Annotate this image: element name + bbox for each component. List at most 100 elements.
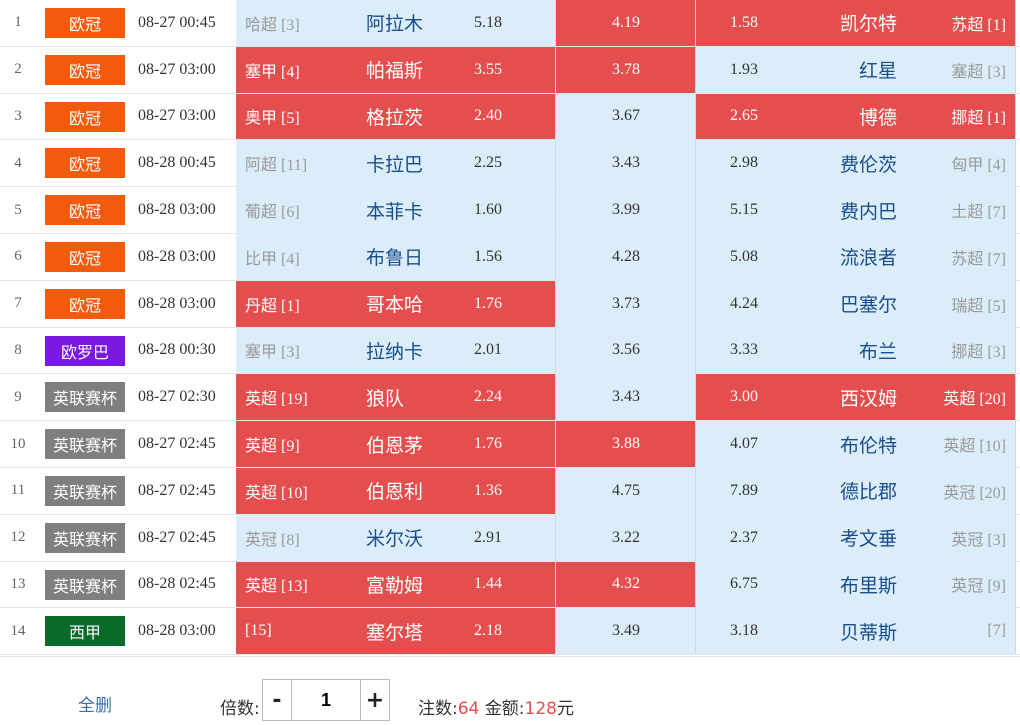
- away-odd: 3.00: [730, 388, 758, 406]
- away-win-option[interactable]: 6.75 布里斯 英冠 [9]: [696, 561, 1016, 608]
- draw-odd: 3.56: [612, 341, 640, 359]
- draw-option[interactable]: 3.56: [556, 327, 696, 374]
- multiplier-input[interactable]: [292, 679, 360, 721]
- match-time: 08-28 00:45: [138, 154, 216, 172]
- away-team-name: 流浪者: [839, 247, 897, 270]
- match-time: 08-27 00:45: [138, 13, 216, 31]
- draw-option[interactable]: 4.28: [556, 233, 696, 280]
- away-win-option[interactable]: 4.07 布伦特 英超 [10]: [696, 421, 1016, 467]
- home-odd: 2.91: [474, 528, 502, 546]
- home-win-option[interactable]: 英超 [10] 伯恩利 1.36: [236, 467, 556, 514]
- match-index: 2: [14, 61, 22, 78]
- home-win-option[interactable]: 丹超 [1] 哥本哈 1.76: [236, 280, 556, 327]
- away-win-option[interactable]: 4.24 巴塞尔 瑞超 [5]: [696, 280, 1016, 327]
- away-win-option[interactable]: 2.98 费伦茨 匈甲 [4]: [696, 140, 1016, 187]
- draw-odd: 4.28: [612, 247, 640, 265]
- draw-option[interactable]: 3.49: [556, 608, 696, 655]
- home-win-option[interactable]: 哈超 [3] 阿拉木 5.18: [236, 0, 556, 46]
- draw-option[interactable]: 3.22: [556, 514, 696, 561]
- match-row: 1 欧冠 08-27 00:45 哈超 [3] 阿拉木 5.18 4.19 1.58 凯尔特 苏超…: [0, 0, 1020, 47]
- home-win-option[interactable]: 奥甲 [5] 格拉茨 2.40: [236, 93, 556, 140]
- home-win-option[interactable]: 英超 [19] 狼队 2.24: [236, 374, 556, 421]
- match-time: 08-28 03:00: [138, 294, 216, 312]
- away-win-option[interactable]: 2.65 博德 挪超 [1]: [696, 93, 1016, 140]
- home-win-option[interactable]: 塞甲 [3] 拉纳卡 2.01: [236, 327, 556, 374]
- away-win-option[interactable]: 3.18 贝蒂斯 [7]: [696, 608, 1016, 655]
- away-team-name: 费伦茨: [839, 153, 897, 176]
- multiplier-stepper: - +: [262, 679, 390, 721]
- home-league-rank: 哈超 [3]: [245, 16, 300, 34]
- draw-option[interactable]: 3.43: [556, 140, 696, 187]
- away-league-rank: 英冠 [20]: [943, 484, 1006, 502]
- away-league-rank: 英超 [10]: [943, 438, 1006, 456]
- match-row: 2 欧冠 08-27 03:00 塞甲 [4] 帕福斯 3.55 3.78 1.93 红星 塞超 …: [0, 46, 1020, 94]
- draw-option[interactable]: 3.78: [556, 46, 696, 93]
- home-win-option[interactable]: 比甲 [4] 布鲁日 1.56: [236, 233, 556, 280]
- draw-option[interactable]: 3.73: [556, 280, 696, 327]
- home-team-name: 富勒姆: [366, 574, 424, 597]
- home-team-name: 哥本哈: [366, 294, 424, 317]
- away-team-name: 布兰: [858, 340, 897, 363]
- draw-option[interactable]: 3.88: [556, 421, 696, 467]
- amount-label: 金额:: [484, 699, 525, 719]
- minus-button[interactable]: -: [262, 679, 292, 721]
- draw-option[interactable]: 3.67: [556, 93, 696, 140]
- match-index: 12: [10, 529, 26, 546]
- away-win-option[interactable]: 5.08 流浪者 苏超 [7]: [696, 233, 1016, 280]
- away-win-option[interactable]: 7.89 德比郡 英冠 [20]: [696, 467, 1016, 514]
- home-team-name: 米尔沃: [366, 528, 424, 551]
- away-win-option[interactable]: 3.33 布兰 挪超 [3]: [696, 327, 1016, 374]
- draw-option[interactable]: 4.19: [556, 0, 696, 46]
- home-team-name: 塞尔塔: [366, 621, 424, 644]
- away-odd: 2.65: [730, 107, 758, 125]
- match-row: 10 英联赛杯 08-27 02:45 英超 [9] 伯恩茅 1.76 3.88 4.07 布伦…: [0, 421, 1020, 468]
- home-odd: 5.18: [474, 13, 502, 31]
- home-win-option[interactable]: 阿超 [11] 卡拉巴 2.25: [236, 140, 556, 187]
- draw-option[interactable]: 4.32: [556, 561, 696, 608]
- away-team-name: 博德: [858, 106, 897, 129]
- match-row: 3 欧冠 08-27 03:00 奥甲 [5] 格拉茨 2.40 3.67 2.65 博德 挪超 …: [0, 93, 1020, 141]
- draw-option[interactable]: 3.43: [556, 374, 696, 421]
- home-win-option[interactable]: [15] 塞尔塔 2.18: [236, 608, 556, 655]
- draw-option[interactable]: 3.99: [556, 187, 696, 233]
- home-win-option[interactable]: 塞甲 [4] 帕福斯 3.55: [236, 46, 556, 93]
- home-win-option[interactable]: 英超 [13] 富勒姆 1.44: [236, 561, 556, 608]
- match-time: 08-27 02:45: [138, 528, 216, 546]
- away-win-option[interactable]: 3.00 西汉姆 英超 [20]: [696, 374, 1016, 421]
- away-win-option[interactable]: 1.58 凯尔特 苏超 [1]: [696, 0, 1016, 46]
- home-league-rank: 奥甲 [5]: [245, 110, 300, 128]
- away-odd: 7.89: [730, 481, 758, 499]
- league-badge: 欧冠: [45, 148, 125, 179]
- draw-option[interactable]: 4.75: [556, 467, 696, 514]
- home-team-name: 伯恩利: [366, 481, 424, 504]
- away-league-rank: 土超 [7]: [951, 204, 1006, 222]
- draw-odd: 3.67: [612, 107, 640, 125]
- away-team-name: 布伦特: [839, 434, 897, 457]
- match-row: 13 英联赛杯 08-28 02:45 英超 [13] 富勒姆 1.44 4.32 6.75 布…: [0, 561, 1020, 609]
- match-time: 08-28 03:00: [138, 247, 216, 265]
- league-badge: 欧冠: [45, 195, 125, 226]
- match-row: 8 欧罗巴 08-28 00:30 塞甲 [3] 拉纳卡 2.01 3.56 3.33 布兰 挪超…: [0, 327, 1020, 375]
- home-win-option[interactable]: 英超 [9] 伯恩茅 1.76: [236, 421, 556, 467]
- home-league-rank: 塞甲 [3]: [245, 344, 300, 362]
- away-win-option[interactable]: 5.15 费内巴 土超 [7]: [696, 187, 1016, 233]
- match-time: 08-28 00:30: [138, 341, 216, 359]
- home-team-name: 伯恩茅: [366, 434, 424, 457]
- home-win-option[interactable]: 英冠 [8] 米尔沃 2.91: [236, 514, 556, 561]
- home-odd: 1.76: [474, 294, 502, 312]
- match-time: 08-28 03:00: [138, 622, 216, 640]
- away-odd: 3.33: [730, 341, 758, 359]
- bet-footer: 全删 倍数: - + 注数:64 金额:128元: [0, 656, 1020, 725]
- match-index: 3: [14, 107, 22, 124]
- away-win-option[interactable]: 2.37 考文垂 英冠 [3]: [696, 514, 1016, 561]
- home-team-name: 本菲卡: [366, 200, 424, 223]
- match-index: 9: [14, 388, 22, 405]
- draw-odd: 3.78: [612, 60, 640, 78]
- clear-all-link[interactable]: 全删: [78, 696, 112, 716]
- plus-button[interactable]: +: [360, 679, 390, 721]
- draw-odd: 3.22: [612, 528, 640, 546]
- bets-count: 64: [457, 699, 480, 719]
- match-index: 7: [14, 295, 22, 312]
- away-win-option[interactable]: 1.93 红星 塞超 [3]: [696, 46, 1016, 93]
- home-win-option[interactable]: 葡超 [6] 本菲卡 1.60: [236, 187, 556, 233]
